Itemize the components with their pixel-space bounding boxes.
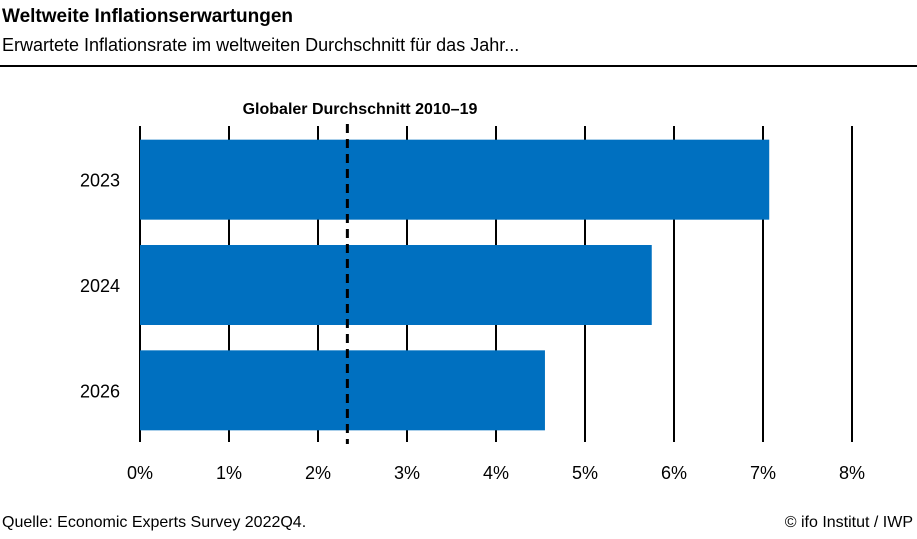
bar-2023 [140,139,770,220]
category-label-2023: 2023 [80,171,120,191]
category-label-2026: 2026 [80,381,120,401]
axis-labels: 0% 1% 2% 3% 4% 5% 6% 7% 8% 2023 2024 2026 [80,171,865,483]
bar-2024 [140,245,652,325]
x-tick-label: 2% [305,463,331,483]
x-tick-label: 4% [483,463,509,483]
x-tick-label: 8% [839,463,865,483]
x-tick-label: 7% [750,463,776,483]
x-tick-label: 3% [394,463,420,483]
category-label-2024: 2024 [80,276,120,296]
reference-line-label: Globaler Durchschnitt 2010–19 [243,101,478,118]
x-tick-label: 6% [661,463,687,483]
bars [140,139,770,431]
x-tick-label: 0% [127,463,153,483]
x-tick-label: 5% [572,463,598,483]
source-note: Quelle: Economic Experts Survey 2022Q4. [2,514,307,531]
header-divider [0,65,917,67]
chart-subtitle: Erwartete Inflationsrate im weltweiten D… [2,35,520,55]
chart-title: Weltweite Inflationserwartungen [2,6,294,27]
copyright-note: © ifo Institut / IWP [784,514,913,531]
bar-2026 [140,350,545,431]
x-tick-label: 1% [216,463,242,483]
reference-line-group: Globaler Durchschnitt 2010–19 [243,101,478,444]
